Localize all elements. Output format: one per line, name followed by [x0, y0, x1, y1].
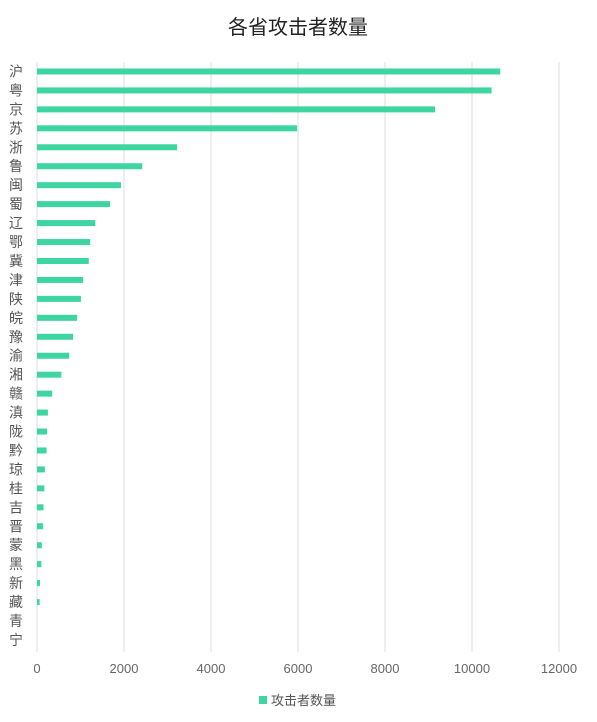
category-label: 吉 [9, 500, 23, 516]
bar-series [37, 68, 501, 606]
bar [37, 257, 89, 264]
bar [37, 239, 91, 246]
x-tick-label: 0 [33, 661, 40, 676]
category-label: 黑 [9, 557, 23, 573]
bar [37, 561, 42, 568]
x-tick-label: 6000 [284, 661, 313, 676]
chart-title: 各省攻击者数量 [228, 15, 368, 39]
bar [37, 580, 41, 587]
x-tick-label: 8000 [371, 661, 400, 676]
category-label: 陇 [9, 425, 23, 441]
bar [37, 447, 47, 454]
bar [37, 599, 40, 606]
category-label: 闽 [9, 178, 23, 194]
bar [37, 409, 48, 416]
category-label: 冀 [9, 254, 23, 270]
bar [37, 220, 96, 227]
x-tick-label: 12000 [541, 661, 577, 676]
category-label: 津 [9, 273, 23, 289]
legend-swatch [259, 696, 267, 704]
x-tick-label: 10000 [454, 661, 490, 676]
bar [37, 485, 45, 492]
bar [37, 428, 48, 435]
x-axis-ticks: 0 2000 4000 6000 8000 10000 12000 [33, 661, 577, 676]
bar [37, 87, 492, 94]
bar [37, 182, 121, 189]
category-label: 黔 [9, 443, 23, 459]
category-label: 鲁 [9, 159, 23, 175]
x-tick-label: 4000 [197, 661, 226, 676]
category-label: 苏 [9, 121, 23, 137]
category-label: 滇 [9, 406, 23, 422]
bar [37, 144, 178, 151]
category-label: 京 [9, 102, 23, 118]
bar [37, 390, 53, 397]
bar [37, 276, 84, 283]
category-label: 晋 [9, 519, 23, 535]
category-label: 陕 [9, 292, 23, 308]
bar [37, 314, 78, 321]
bar [37, 523, 44, 530]
bar [37, 68, 501, 75]
category-label: 赣 [9, 387, 23, 403]
category-label: 浙 [9, 140, 23, 156]
bar [37, 163, 143, 170]
bar [37, 106, 436, 113]
category-label: 青 [9, 614, 23, 630]
category-label: 沪 [9, 64, 23, 80]
category-label: 湘 [9, 368, 23, 384]
category-label: 豫 [9, 330, 23, 346]
category-label: 藏 [9, 595, 23, 611]
category-label: 粤 [9, 83, 23, 99]
legend-label: 攻击者数量 [271, 694, 336, 709]
bar [37, 295, 81, 302]
category-label: 新 [9, 576, 23, 592]
bar [37, 352, 70, 359]
bar [37, 201, 111, 208]
legend[interactable]: 攻击者数量 [259, 694, 336, 709]
bar [37, 371, 62, 378]
category-label: 琼 [9, 462, 23, 478]
bar [37, 466, 45, 473]
category-label: 宁 [9, 632, 23, 649]
category-label: 渝 [9, 349, 23, 365]
x-tick-label: 2000 [110, 661, 139, 676]
category-label: 辽 [9, 216, 23, 232]
category-label: 皖 [9, 311, 23, 327]
category-label: 蜀 [9, 197, 23, 213]
bar [37, 542, 42, 549]
category-label: 蒙 [9, 538, 23, 554]
bar [37, 504, 44, 511]
category-label: 鄂 [9, 235, 23, 251]
category-label: 桂 [9, 481, 23, 497]
gridlines [36, 62, 560, 652]
bar [37, 125, 298, 132]
bar [37, 333, 74, 340]
